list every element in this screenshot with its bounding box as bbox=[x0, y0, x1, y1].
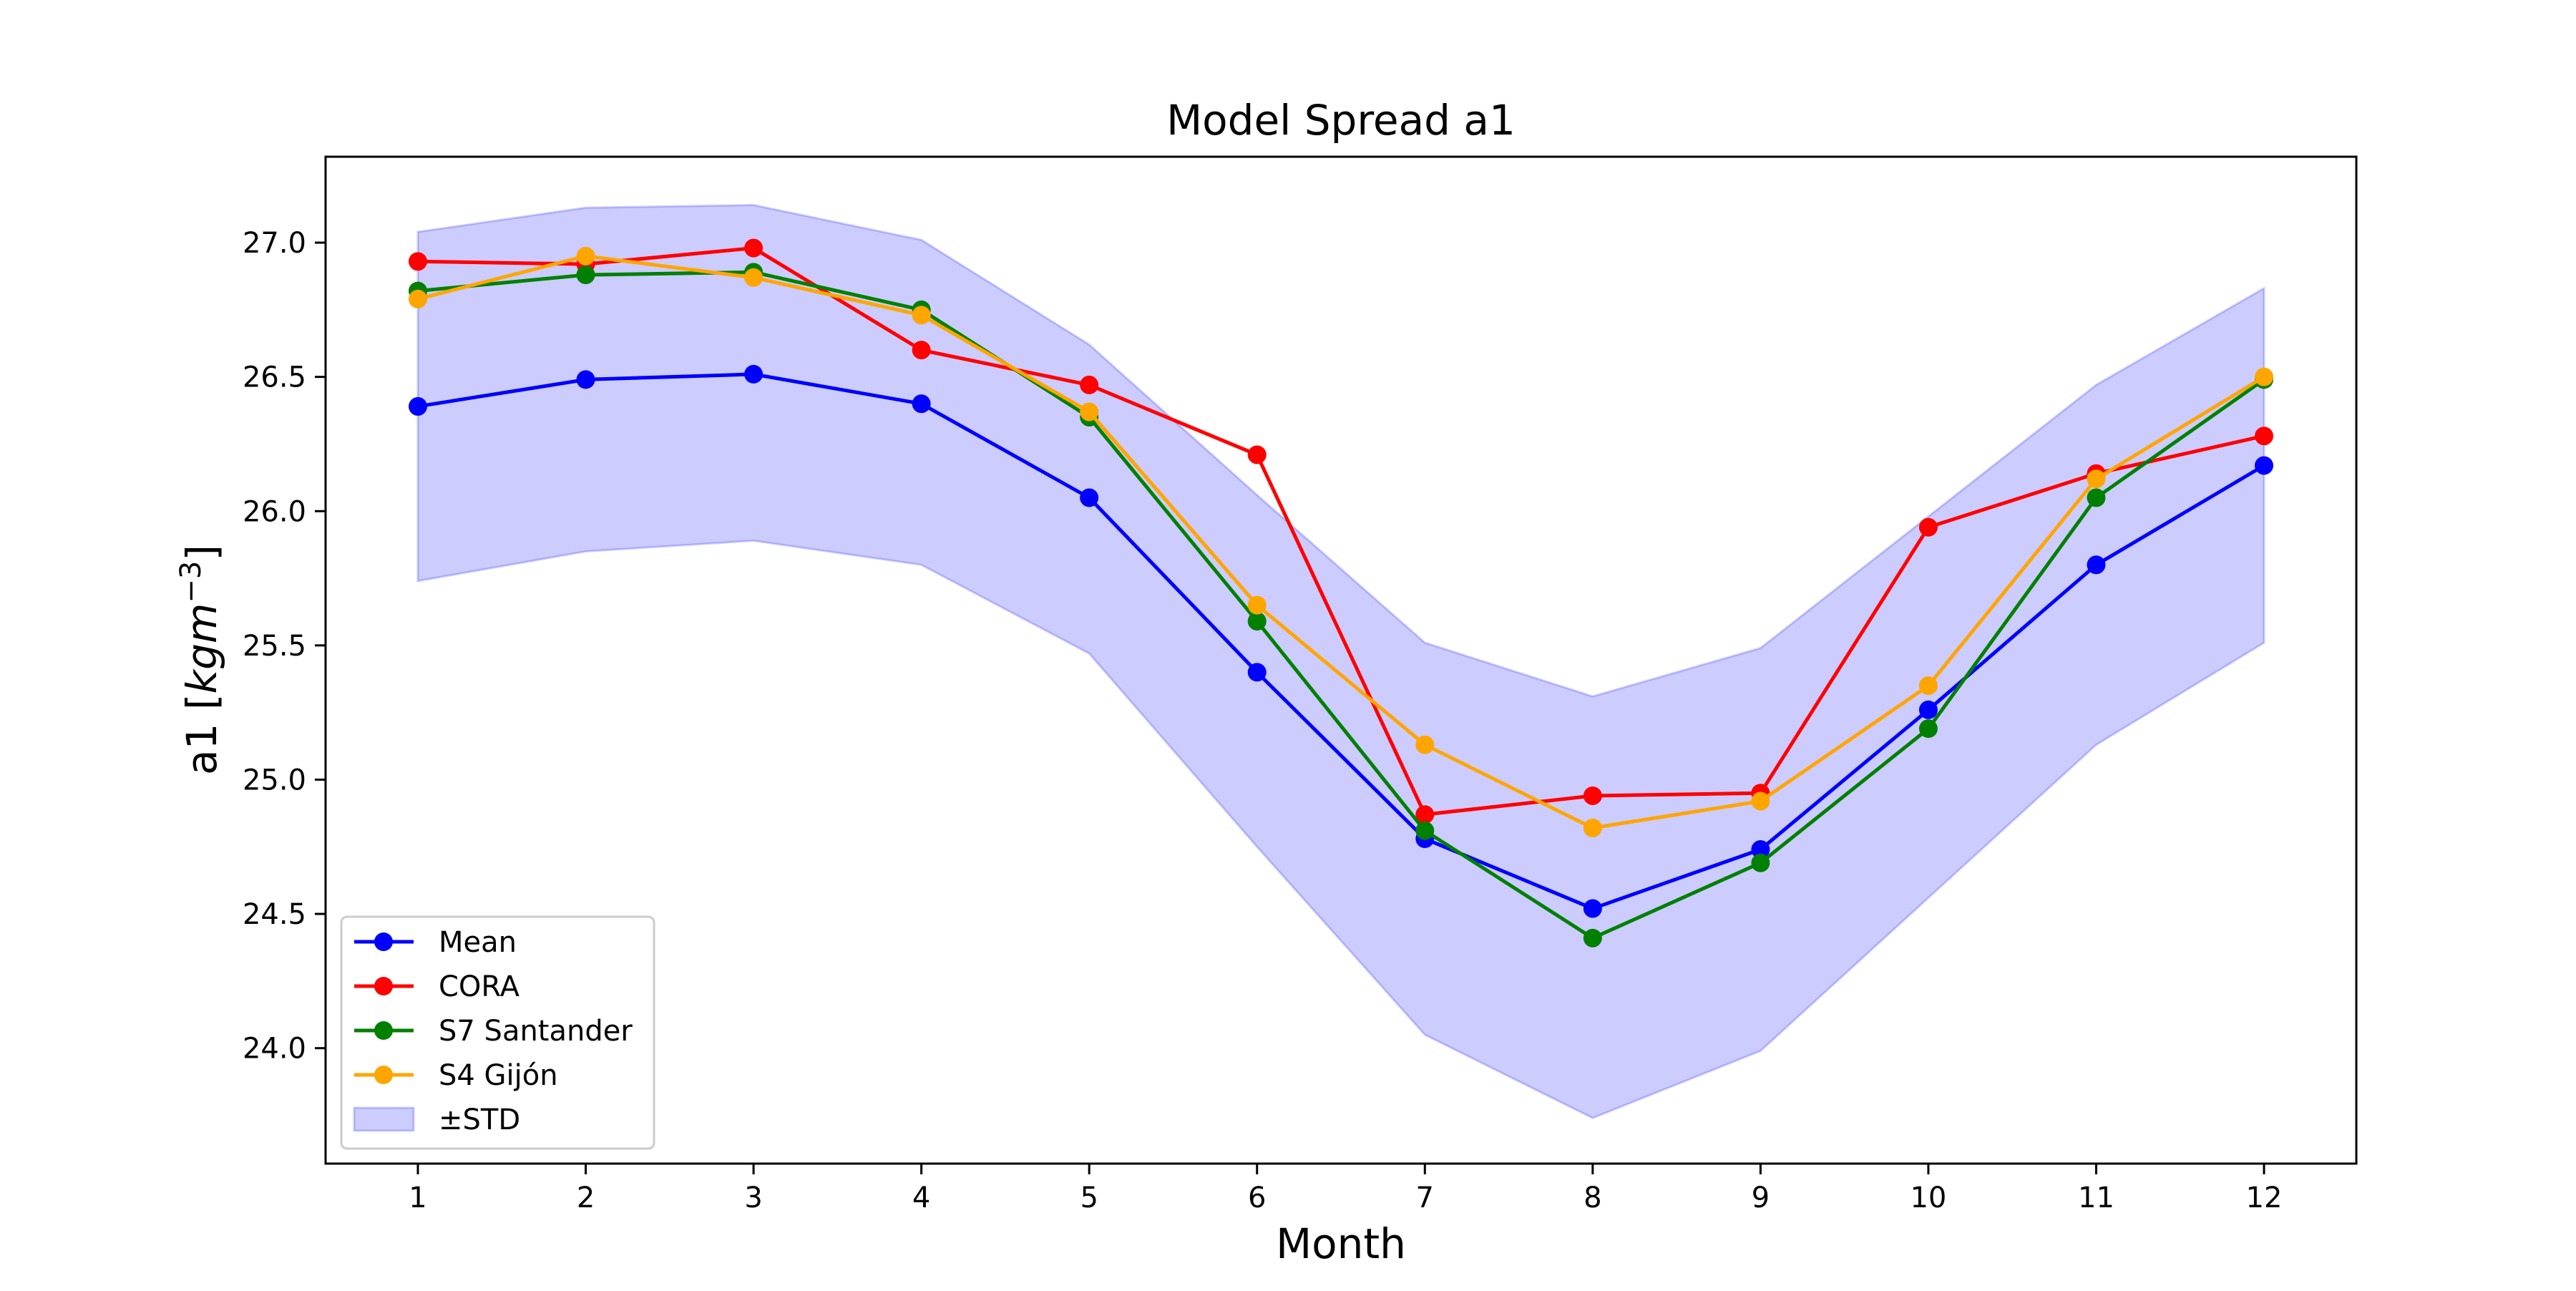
series-line-cora bbox=[417, 246, 2265, 817]
data-point-cora bbox=[744, 238, 763, 258]
series-s4-gij-n bbox=[409, 246, 2273, 837]
series-lines-layer bbox=[409, 238, 2273, 947]
data-point-s4-gij-n bbox=[912, 306, 931, 325]
x-axis: 1 2 3 4 5 6 7 8 9 10 11 12 bbox=[409, 1164, 2282, 1214]
series-mean bbox=[409, 364, 2273, 918]
data-point-s4-gij-n bbox=[1751, 791, 1770, 811]
y-tick-label: 26.0 bbox=[243, 495, 306, 528]
std-band bbox=[416, 204, 2265, 1119]
y-tick-label: 27.0 bbox=[243, 227, 306, 260]
data-point-cora bbox=[1080, 375, 1099, 394]
legend-swatch-std bbox=[353, 1106, 415, 1132]
legend-label-mean: Mean bbox=[439, 926, 517, 959]
x-tick-label: 6 bbox=[1248, 1182, 1266, 1214]
data-point-mean bbox=[1583, 899, 1602, 918]
x-tick-label: 2 bbox=[577, 1182, 595, 1214]
data-point-s7-santander bbox=[1751, 853, 1770, 872]
data-point-cora bbox=[912, 341, 931, 360]
y-axis-label-exponent: −3 bbox=[175, 561, 208, 603]
legend-label-cora: CORA bbox=[439, 970, 520, 1003]
data-point-mean bbox=[912, 394, 931, 414]
data-point-mean bbox=[744, 364, 763, 384]
data-point-s7-santander bbox=[1583, 928, 1602, 947]
plot-frame bbox=[324, 155, 2358, 1165]
data-point-s4-gij-n bbox=[576, 246, 595, 265]
x-tick-label: 7 bbox=[1416, 1182, 1434, 1214]
data-point-mean bbox=[1918, 700, 1938, 719]
legend-label-s7-santander: S7 Santander bbox=[439, 1015, 633, 1048]
series-line-s4-gij-n bbox=[417, 254, 2265, 830]
data-point-s7-santander bbox=[1415, 821, 1435, 840]
data-point-cora bbox=[1918, 517, 1938, 537]
x-tick-label: 4 bbox=[912, 1182, 930, 1214]
legend-marker-s4-gij-n bbox=[374, 1066, 393, 1084]
data-point-s4-gij-n bbox=[1918, 676, 1938, 696]
data-point-s4-gij-n bbox=[1247, 595, 1267, 615]
y-axis-label-close: ] bbox=[177, 545, 226, 561]
data-point-mean bbox=[1247, 663, 1267, 682]
y-tick-label: 25.5 bbox=[243, 630, 306, 663]
data-point-s4-gij-n bbox=[1415, 735, 1435, 754]
data-point-s4-gij-n bbox=[1080, 402, 1099, 422]
data-point-mean bbox=[1080, 488, 1099, 507]
legend-label-s4-gij-n: S4 Gijón bbox=[439, 1059, 558, 1092]
chart-title: Model Spread a1 bbox=[1166, 96, 1516, 145]
data-point-cora bbox=[409, 252, 427, 271]
x-tick-label: 8 bbox=[1584, 1182, 1601, 1214]
x-tick-label: 1 bbox=[409, 1182, 426, 1214]
data-point-s7-santander bbox=[1918, 719, 1938, 739]
data-point-s4-gij-n bbox=[744, 268, 763, 287]
series-line-mean bbox=[417, 372, 2265, 911]
x-tick-label: 12 bbox=[2246, 1182, 2283, 1214]
legend-frame bbox=[340, 915, 655, 1150]
data-point-cora bbox=[1247, 445, 1267, 464]
y-tick-label: 26.5 bbox=[243, 361, 306, 394]
x-tick-label: 11 bbox=[2078, 1182, 2114, 1214]
data-point-s7-santander bbox=[2087, 488, 2106, 507]
legend-marker-cora bbox=[374, 977, 393, 995]
y-tick-label: 24.5 bbox=[243, 898, 306, 931]
data-point-s4-gij-n bbox=[2087, 469, 2106, 489]
y-axis-label-base: a1 [ bbox=[177, 694, 226, 776]
data-point-mean bbox=[409, 396, 427, 416]
legend: Mean CORA S7 Santander S4 Gijón ±STD bbox=[340, 915, 655, 1150]
x-tick-label: 5 bbox=[1080, 1182, 1098, 1214]
x-tick-label: 10 bbox=[1910, 1182, 1946, 1214]
data-point-s4-gij-n bbox=[2255, 367, 2273, 386]
data-point-s4-gij-n bbox=[1583, 819, 1602, 837]
legend-marker-s7-santander bbox=[374, 1021, 393, 1040]
data-point-mean bbox=[576, 370, 595, 389]
data-point-s7-santander bbox=[1247, 612, 1267, 631]
y-axis-label-unit: kgm bbox=[177, 603, 226, 694]
data-point-s7-santander bbox=[576, 265, 595, 285]
data-point-s4-gij-n bbox=[409, 289, 427, 308]
x-axis-label: Month bbox=[1276, 1219, 1406, 1268]
data-point-mean bbox=[2087, 555, 2106, 575]
std-band-layer bbox=[416, 204, 2265, 1119]
data-point-cora bbox=[1583, 786, 1602, 805]
y-tick-label: 24.0 bbox=[243, 1033, 306, 1066]
data-point-cora bbox=[1415, 805, 1435, 824]
data-point-mean bbox=[2255, 456, 2273, 475]
legend-marker-mean bbox=[374, 932, 393, 951]
legend-label-std: ±STD bbox=[439, 1104, 520, 1136]
x-tick-label: 9 bbox=[1752, 1182, 1770, 1214]
x-tick-label: 3 bbox=[744, 1182, 762, 1214]
y-tick-label: 25.0 bbox=[243, 764, 306, 796]
y-axis: 24.0 24.5 25.0 25.5 26.0 26.5 27.0 bbox=[243, 227, 326, 1066]
data-point-mean bbox=[1751, 840, 1770, 859]
y-axis-label: a1 [kgm−3] bbox=[175, 545, 226, 775]
data-point-cora bbox=[2255, 427, 2273, 446]
